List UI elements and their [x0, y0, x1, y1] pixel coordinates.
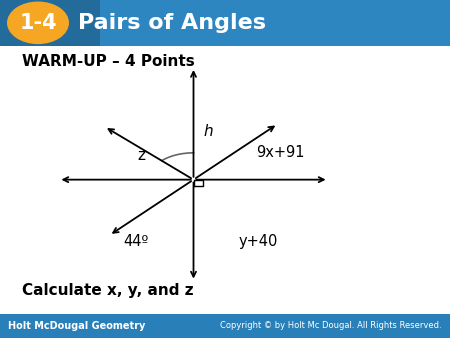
Text: Copyright © by Holt Mc Dougal. All Rights Reserved.: Copyright © by Holt Mc Dougal. All Right…: [220, 321, 442, 330]
FancyBboxPatch shape: [0, 0, 450, 46]
Text: y+40: y+40: [238, 234, 278, 249]
FancyBboxPatch shape: [0, 0, 100, 46]
Text: Calculate x, y, and z: Calculate x, y, and z: [22, 283, 194, 297]
Text: 9x+91: 9x+91: [256, 145, 305, 160]
Text: h: h: [203, 124, 213, 139]
Text: 1-4: 1-4: [19, 13, 57, 33]
Text: 44º: 44º: [124, 234, 149, 249]
FancyBboxPatch shape: [0, 314, 450, 338]
Text: WARM-UP – 4 Points: WARM-UP – 4 Points: [22, 54, 195, 69]
Text: Holt McDougal Geometry: Holt McDougal Geometry: [8, 321, 145, 331]
Ellipse shape: [7, 2, 69, 44]
Text: Pairs of Angles: Pairs of Angles: [78, 13, 266, 33]
Text: z: z: [138, 148, 146, 163]
